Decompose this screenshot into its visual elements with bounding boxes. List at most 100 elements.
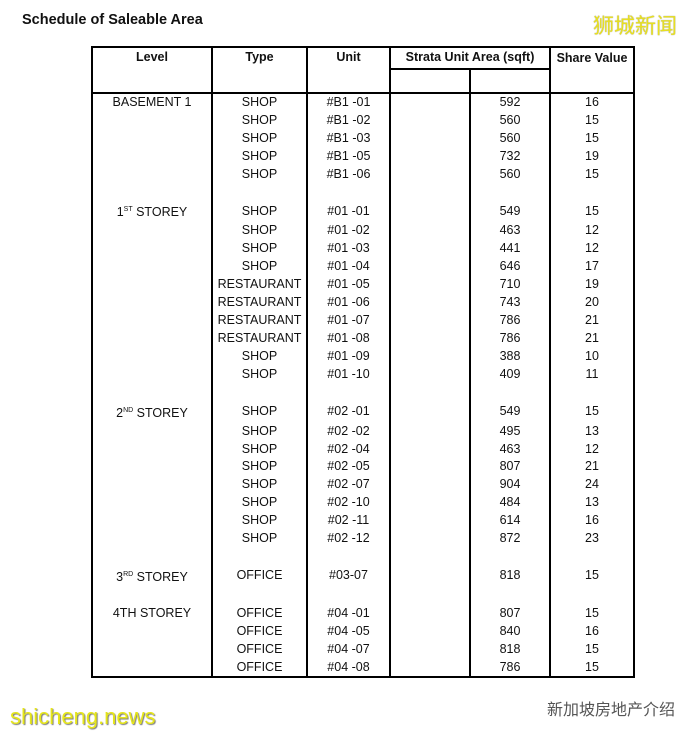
level-cell xyxy=(91,111,213,130)
level-cell: 2ND STOREY xyxy=(91,401,213,423)
share-cell: 15 xyxy=(549,604,635,623)
area-cell: 560 xyxy=(469,165,551,184)
share-cell: 16 xyxy=(549,622,635,641)
level-cell xyxy=(91,240,213,259)
table-row: OFFICE #04 -08 786 15 xyxy=(91,658,635,679)
level-suffix: RD xyxy=(123,570,134,578)
spacer-row xyxy=(91,383,635,402)
level-word: STOREY xyxy=(133,405,188,420)
table-row: SHOP #01 -09 388 10 xyxy=(91,347,635,366)
empty-cell xyxy=(389,383,471,402)
area-blank-cell xyxy=(389,165,471,184)
level-cell xyxy=(91,258,213,277)
header-share: Share Value xyxy=(549,46,635,94)
type-cell: SHOP xyxy=(211,422,308,441)
empty-cell xyxy=(211,383,308,402)
unit-cell: #B1 -02 xyxy=(306,111,391,130)
empty-cell xyxy=(549,183,635,202)
watermark-bottom-left: shicheng.news xyxy=(10,704,156,729)
area-blank-cell xyxy=(389,604,471,623)
empty-cell xyxy=(211,586,308,605)
type-cell: SHOP xyxy=(211,201,308,223)
empty-cell xyxy=(469,383,551,402)
type-cell: SHOP xyxy=(211,494,308,513)
share-cell: 10 xyxy=(549,347,635,366)
unit-cell: #02 -12 xyxy=(306,530,391,548)
type-cell: SHOP xyxy=(211,258,308,277)
table-row: SHOP #02 -04 463 12 xyxy=(91,440,635,459)
level-cell xyxy=(91,129,213,148)
type-cell: SHOP xyxy=(211,530,308,548)
area-blank-cell xyxy=(389,440,471,459)
area-blank-cell xyxy=(389,422,471,441)
table-row: SHOP #B1 -06 560 15 xyxy=(91,165,635,184)
unit-cell: #03-07 xyxy=(306,565,391,587)
level-cell xyxy=(91,494,213,513)
watermark-bottom-right: 新加坡房地产介绍 xyxy=(546,700,675,719)
area-cell: 592 xyxy=(469,93,551,112)
area-blank-cell xyxy=(389,276,471,295)
area-cell: 484 xyxy=(469,494,551,513)
empty-cell xyxy=(389,586,471,605)
area-cell: 409 xyxy=(469,365,551,384)
type-cell: RESTAURANT xyxy=(211,276,308,295)
table-row: OFFICE #04 -07 818 15 xyxy=(91,640,635,659)
level-cell xyxy=(91,276,213,295)
type-cell: RESTAURANT xyxy=(211,294,308,313)
empty-cell xyxy=(91,586,213,605)
unit-cell: #B1 -06 xyxy=(306,165,391,184)
empty-cell xyxy=(211,547,308,566)
area-cell: 646 xyxy=(469,258,551,277)
level-cell xyxy=(91,658,213,679)
level-word: STOREY xyxy=(133,569,188,584)
share-cell: 12 xyxy=(549,222,635,241)
area-blank-cell xyxy=(389,240,471,259)
area-blank-cell xyxy=(389,530,471,548)
unit-cell: #02 -04 xyxy=(306,440,391,459)
area-blank-cell xyxy=(389,565,471,587)
spacer-row xyxy=(91,183,635,202)
level-cell xyxy=(91,476,213,495)
type-cell: SHOP xyxy=(211,111,308,130)
table-row: RESTAURANT #01 -08 786 21 xyxy=(91,329,635,348)
type-cell: SHOP xyxy=(211,240,308,259)
level-cell: 3RD STOREY xyxy=(91,565,213,587)
table-row: RESTAURANT #01 -06 743 20 xyxy=(91,294,635,313)
area-cell: 549 xyxy=(469,401,551,423)
level-cell xyxy=(91,222,213,241)
area-blank-cell xyxy=(389,93,471,112)
unit-cell: #02 -10 xyxy=(306,494,391,513)
unit-cell: #01 -03 xyxy=(306,240,391,259)
empty-cell xyxy=(91,183,213,202)
unit-cell: #04 -08 xyxy=(306,658,391,679)
share-cell: 13 xyxy=(549,422,635,441)
level-cell xyxy=(91,165,213,184)
empty-cell xyxy=(91,547,213,566)
type-cell: OFFICE xyxy=(211,565,308,587)
area-cell: 560 xyxy=(469,111,551,130)
unit-cell: #01 -01 xyxy=(306,201,391,223)
table-row: RESTAURANT #01 -07 786 21 xyxy=(91,312,635,330)
share-cell: 15 xyxy=(549,111,635,130)
share-cell: 21 xyxy=(549,458,635,477)
area-cell: 786 xyxy=(469,658,551,679)
type-cell: SHOP xyxy=(211,147,308,166)
page-title: Schedule of Saleable Area xyxy=(22,12,203,28)
area-cell: 818 xyxy=(469,565,551,587)
share-cell: 15 xyxy=(549,640,635,659)
table-row: 1ST STOREY SHOP #01 -01 549 15 xyxy=(91,201,635,223)
type-cell: SHOP xyxy=(211,93,308,112)
share-cell: 17 xyxy=(549,258,635,277)
level-cell xyxy=(91,440,213,459)
area-blank-cell xyxy=(389,365,471,384)
level-cell xyxy=(91,422,213,441)
table-row: SHOP #01 -04 646 17 xyxy=(91,258,635,277)
empty-cell xyxy=(306,383,391,402)
area-blank-cell xyxy=(389,147,471,166)
empty-cell xyxy=(549,586,635,605)
watermark-top: 狮城新闻 xyxy=(593,14,677,38)
unit-cell: #B1 -05 xyxy=(306,147,391,166)
area-blank-cell xyxy=(389,258,471,277)
empty-cell xyxy=(549,547,635,566)
empty-cell xyxy=(211,183,308,202)
